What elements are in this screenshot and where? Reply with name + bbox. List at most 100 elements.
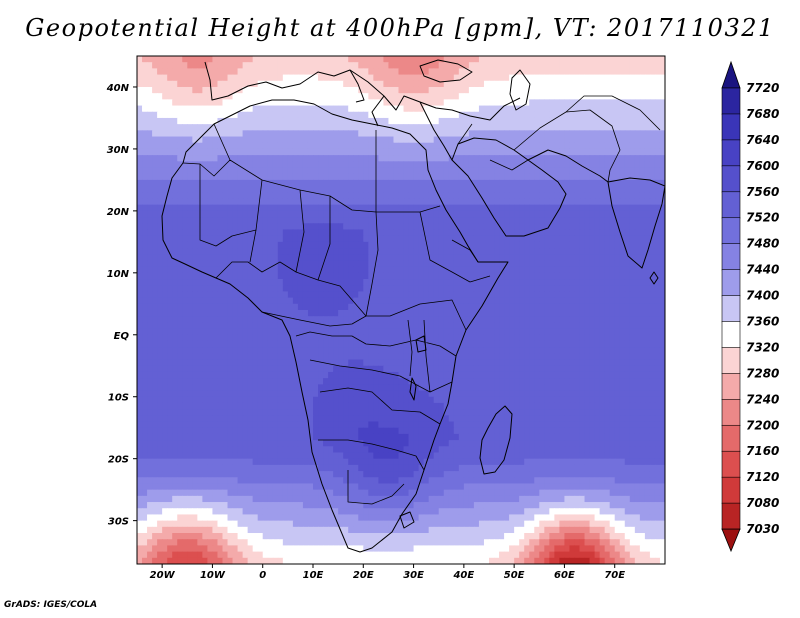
field-cell [443, 217, 450, 224]
field-cell [252, 210, 259, 218]
field-cell [544, 310, 550, 317]
field-cell [544, 130, 550, 138]
field-cell [137, 322, 143, 330]
field-cell [252, 328, 259, 336]
field-cell [609, 62, 616, 69]
field-cell [639, 303, 646, 311]
field-cell [338, 272, 344, 280]
field-cell [242, 303, 249, 311]
field-cell [458, 136, 465, 144]
field-cell [167, 130, 173, 138]
field-cell [338, 254, 344, 262]
field-cell [624, 105, 631, 113]
field-cell [478, 179, 485, 187]
field-cell [649, 198, 656, 206]
field-cell [267, 99, 274, 107]
field-cell [333, 340, 339, 348]
field-cell [398, 62, 405, 69]
field-cell [629, 217, 636, 224]
field-cell [212, 93, 219, 100]
field-cell [458, 124, 465, 131]
field-cell [197, 86, 203, 94]
field-cell [323, 148, 329, 156]
field-cell [413, 68, 420, 76]
field-cell [639, 328, 646, 336]
field-cell [529, 117, 535, 125]
field-cell [483, 328, 490, 336]
field-cell [433, 105, 440, 113]
field-cell [654, 310, 661, 317]
field-cell [187, 204, 193, 212]
field-cell [197, 303, 203, 311]
field-cell [383, 68, 390, 76]
field-cell [343, 124, 349, 131]
field-cell [403, 260, 410, 268]
field-cell [328, 173, 334, 181]
field-cell [609, 241, 616, 249]
field-cell [438, 303, 445, 311]
field-cell [529, 223, 535, 231]
field-cell [398, 291, 405, 299]
field-cell [504, 192, 510, 200]
field-cell [453, 279, 460, 286]
field-cell [187, 285, 193, 293]
field-cell [162, 93, 168, 100]
field-cell [177, 142, 183, 150]
field-cell [504, 223, 510, 231]
field-cell [468, 279, 475, 286]
field-cell [162, 322, 168, 330]
field-cell [252, 62, 259, 69]
field-cell [463, 155, 470, 162]
field-cell [478, 105, 485, 113]
field-cell [302, 130, 309, 138]
field-cell [307, 272, 314, 280]
field-cell [483, 322, 490, 330]
field-cell [313, 285, 319, 293]
field-cell [162, 136, 168, 144]
field-cell [272, 328, 279, 336]
field-cell [282, 279, 289, 286]
field-cell [519, 241, 525, 249]
field-cell [333, 99, 339, 107]
field-cell [232, 68, 239, 76]
field-cell [242, 316, 249, 323]
field-cell [162, 254, 168, 262]
field-cell [383, 229, 390, 237]
field-cell [609, 303, 616, 311]
field-cell [323, 56, 329, 63]
field-cell [172, 340, 178, 348]
field-cell [393, 136, 400, 144]
field-cell [177, 210, 183, 218]
field-cell [202, 254, 208, 262]
field-cell [287, 161, 294, 169]
field-cell [207, 291, 214, 299]
field-cell [348, 56, 354, 63]
field-cell [539, 248, 545, 255]
field-cell [277, 260, 284, 268]
field-cell [539, 266, 545, 274]
field-cell [222, 223, 229, 231]
field-cell [197, 266, 203, 274]
field-cell [629, 192, 636, 200]
field-cell [619, 272, 626, 280]
field-cell [272, 248, 279, 255]
field-cell [137, 198, 143, 206]
field-cell [433, 316, 440, 323]
field-cell [227, 297, 234, 305]
field-cell [333, 291, 339, 299]
field-cell [654, 142, 661, 150]
field-cell [152, 223, 158, 231]
field-cell [514, 229, 520, 237]
field-cell [634, 173, 641, 181]
field-cell [187, 117, 193, 125]
field-cell [292, 260, 299, 268]
field-cell [554, 173, 560, 181]
field-cell [423, 167, 430, 175]
field-cell [373, 124, 379, 131]
field-cell [197, 241, 203, 249]
field-cell [277, 173, 284, 181]
field-cell [187, 74, 193, 82]
field-cell [599, 248, 606, 255]
field-cell [212, 229, 219, 237]
field-cell [534, 173, 540, 181]
